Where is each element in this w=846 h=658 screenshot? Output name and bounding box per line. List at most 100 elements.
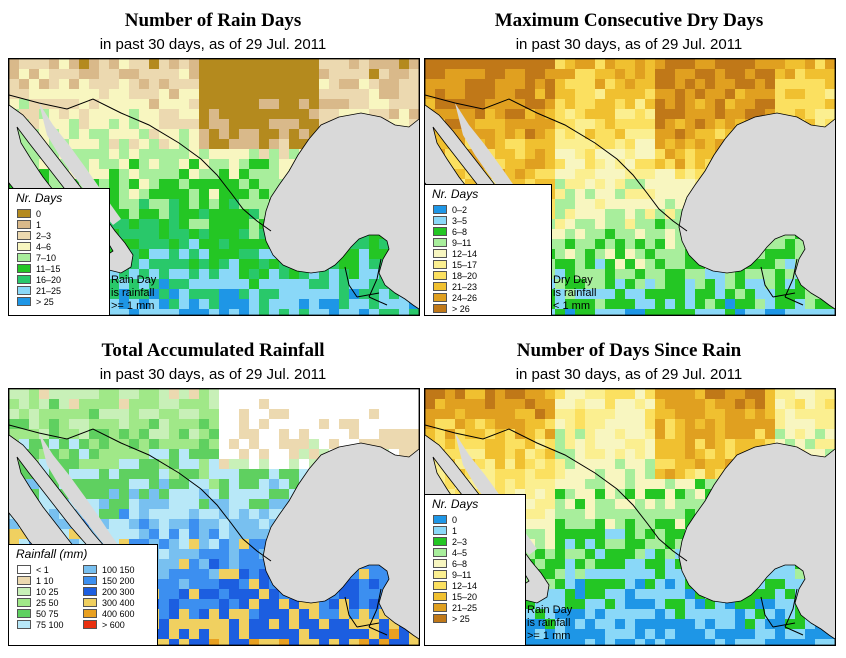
panel-subtitle: in past 30 days, as of 29 Jul. 2011 — [515, 366, 743, 383]
legend-item: 100 150 — [83, 565, 135, 575]
legend-item: 300 400 — [83, 598, 135, 608]
legend-label: 12–14 — [452, 249, 478, 259]
legend-swatch — [17, 220, 31, 229]
legend-label: 1 10 — [36, 576, 54, 586]
legend-swatch — [83, 565, 97, 574]
legend-label: > 25 — [452, 614, 470, 624]
legend-label: 1 — [36, 220, 42, 230]
legend-swatch — [433, 293, 447, 302]
legend-swatch — [17, 209, 31, 218]
legend-label: 75 100 — [36, 620, 64, 630]
legend-label: 100 150 — [102, 565, 135, 575]
legend-swatch — [433, 205, 447, 214]
legend: Nr. Days 0 1 2–3 4–5 6–8 9–11 12–14 15–20 21–25 > … — [425, 494, 526, 645]
legend-swatch — [17, 587, 31, 596]
legend-item: 11–15 — [17, 264, 60, 274]
legend: Nr. Days 0 1 2–3 4–6 7–10 11–15 16–20 21–25 > 25 — [9, 188, 110, 315]
central-america-borders — [344, 258, 388, 306]
legend-item: 4–6 — [17, 242, 51, 252]
legend-item: 4–5 — [433, 548, 467, 558]
legend-label: 12–14 — [452, 581, 478, 591]
legend-label: 9–11 — [452, 238, 472, 248]
us-mexico-border — [9, 94, 272, 232]
legend-swatch — [433, 559, 447, 568]
panel-title: Number of Days Since Rain — [516, 340, 742, 361]
legend-label: > 26 — [452, 304, 470, 314]
legend-label: < 1 — [36, 565, 49, 575]
legend-item: 150 200 — [83, 576, 135, 586]
map-area: Rain Day is rainfall >= 1 mm Nr. Days 0 1 2–… — [424, 388, 836, 646]
legend-item: > 25 — [433, 614, 470, 624]
legend-item: 0 — [433, 515, 457, 525]
map-panel: Number of Days Since Rain in past 30 days… — [424, 340, 836, 646]
legend-swatch — [83, 609, 97, 618]
legend-swatch — [17, 297, 31, 306]
legend-label: 21–23 — [452, 282, 478, 292]
legend-label: 0–2 — [452, 205, 468, 215]
panel-title: Total Accumulated Rainfall — [101, 340, 325, 361]
legend: Nr. Days 0–2 3–5 6–8 9–11 12–14 15–17 18–20 21–2… — [425, 184, 552, 315]
legend-label: 15–20 — [452, 592, 478, 602]
panel-title: Number of Rain Days — [124, 10, 302, 31]
legend-swatch — [17, 620, 31, 629]
legend-item: 15–17 — [433, 260, 477, 270]
legend-item: 7–10 — [17, 253, 56, 263]
legend-item: 18–20 — [433, 271, 477, 281]
legend-swatch — [433, 614, 447, 623]
legend-label: 15–17 — [452, 260, 478, 270]
legend-item: 2–3 — [433, 537, 467, 547]
map-panel: Number of Rain Days in past 30 days, as o… — [8, 10, 420, 316]
map-panel: Total Accumulated Rainfall in past 30 day… — [8, 340, 420, 646]
legend-item: 21–25 — [433, 603, 477, 613]
legend-label: 18–20 — [452, 271, 478, 281]
legend-label: 4–6 — [36, 242, 52, 252]
central-america-borders — [760, 588, 804, 636]
legend-label: 0 — [452, 515, 458, 525]
legend-title: Nr. Days — [432, 187, 479, 201]
legend-swatch — [433, 249, 447, 258]
legend-swatch — [83, 598, 97, 607]
legend-swatch — [433, 216, 447, 225]
legend-note: Dry Day is rainfall < 1 mm — [553, 274, 597, 312]
legend-item: 3–5 — [433, 216, 467, 226]
legend-item: 0–2 — [433, 205, 467, 215]
legend-title: Nr. Days — [16, 191, 63, 205]
map-panel: Maximum Consecutive Dry Days in past 30 d… — [424, 10, 836, 316]
legend-item: 9–11 — [433, 570, 471, 580]
legend-label: 9–11 — [452, 570, 472, 580]
legend-item: 15–20 — [433, 592, 477, 602]
coastline — [16, 126, 114, 256]
legend-item: 6–8 — [433, 559, 467, 569]
legend-item: 400 600 — [83, 609, 135, 619]
legend-title: Nr. Days — [432, 497, 479, 511]
us-mexico-border — [9, 424, 272, 562]
legend-item: 75 100 — [17, 620, 64, 630]
legend-item: 200 300 — [83, 587, 135, 597]
legend-label: 25 50 — [36, 598, 59, 608]
legend-label: > 25 — [36, 297, 54, 307]
legend-label: > 600 — [102, 620, 125, 630]
legend-swatch — [433, 548, 447, 557]
legend-item: 9–11 — [433, 238, 471, 248]
legend-swatch — [83, 587, 97, 596]
legend-label: 3–5 — [452, 216, 468, 226]
legend-note: Rain Day is rainfall >= 1 mm — [527, 604, 573, 642]
legend-swatch — [17, 565, 31, 574]
legend-swatch — [433, 238, 447, 247]
legend-item: 16–20 — [17, 275, 61, 285]
legend-item: < 1 — [17, 565, 49, 575]
legend-swatch — [83, 576, 97, 585]
map-area: Rain Day is rainfall >= 1 mm Nr. Days 0 1 2–… — [8, 58, 420, 316]
map-area: Dry Day is rainfall < 1 mm Nr. Days 0–2 3–5… — [424, 58, 836, 316]
legend-label: 200 300 — [102, 587, 135, 597]
legend-item: 24–26 — [433, 293, 477, 303]
legend-label: 21–25 — [452, 603, 478, 613]
legend-label: 150 200 — [102, 576, 135, 586]
legend-swatch — [433, 603, 447, 612]
legend-label: 10 25 — [36, 587, 59, 597]
legend-item: 50 75 — [17, 609, 59, 619]
legend-swatch — [433, 592, 447, 601]
legend-item: 21–23 — [433, 282, 477, 292]
